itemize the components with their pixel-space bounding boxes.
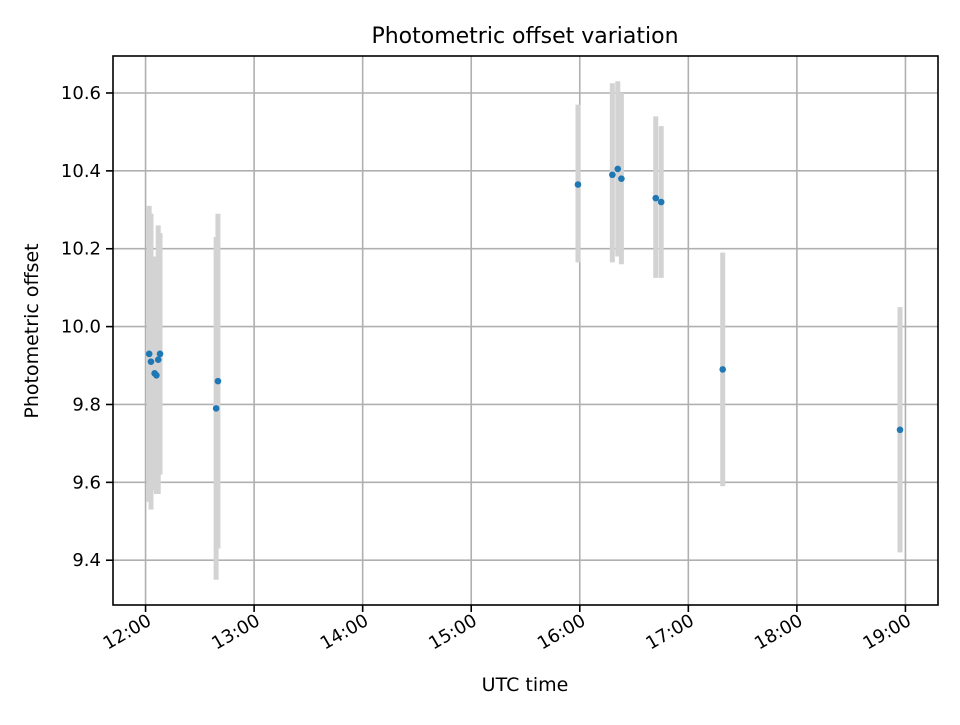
data-layer [145, 81, 904, 580]
y-tick-label: 9.4 [72, 550, 101, 571]
y-tick-label: 9.8 [72, 394, 101, 415]
y-tick-label: 10.2 [61, 239, 101, 260]
data-point [618, 175, 625, 182]
y-axis-label: Photometric offset [21, 243, 43, 418]
plot-frame [112, 55, 939, 606]
x-tick-label: 19:00 [860, 610, 915, 654]
x-tick-label: 15:00 [425, 610, 480, 654]
data-point [574, 181, 582, 188]
y-tick-label: 10.4 [61, 161, 101, 182]
data-point [657, 198, 665, 206]
data-point [896, 426, 904, 434]
chart-title: Photometric offset variation [371, 24, 678, 49]
x-tick-label: 13:00 [208, 610, 263, 654]
x-tick-label: 17:00 [642, 610, 697, 654]
data-point [609, 171, 616, 179]
data-point [147, 358, 155, 365]
data-point [154, 356, 162, 364]
data-point [156, 350, 164, 358]
x-tick-label: 12:00 [100, 610, 155, 654]
data-point [214, 377, 222, 385]
data-point [153, 371, 160, 379]
data-point [212, 405, 220, 412]
x-tick-label: 14:00 [317, 610, 372, 654]
x-axis-label: UTC time [482, 674, 569, 696]
y-tick-label: 9.6 [72, 472, 101, 493]
y-tick-label: 10.0 [61, 317, 101, 338]
data-point [145, 350, 153, 358]
data-point [652, 194, 660, 202]
x-tick-label: 18:00 [751, 610, 806, 654]
grid-layer [113, 56, 938, 605]
x-tick-label: 16:00 [534, 610, 589, 654]
data-point [614, 165, 622, 173]
tick-layer: 12:00 13:00 14:00 15:00 16:00 17:00 18:00 19:00… [61, 83, 915, 654]
y-tick-label: 10.6 [61, 83, 101, 104]
data-point [719, 366, 727, 373]
